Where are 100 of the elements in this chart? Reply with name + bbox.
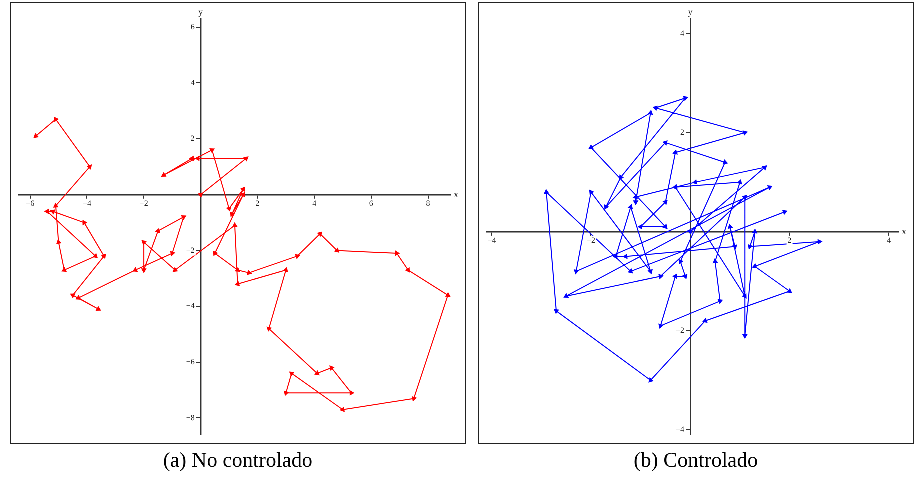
x-tick-label: −4: [488, 236, 496, 246]
point: [395, 250, 400, 256]
point: [198, 192, 204, 198]
point: [628, 204, 634, 210]
y-axis-title: y: [688, 6, 694, 17]
point: [181, 216, 187, 220]
point: [767, 185, 773, 191]
point: [588, 144, 594, 150]
point: [722, 159, 728, 165]
x-tick-label: 6: [369, 198, 374, 208]
point: [574, 269, 580, 275]
point: [330, 365, 335, 371]
y-tick-label: 6: [190, 22, 195, 32]
point: [662, 140, 668, 146]
y-tick-label: −4: [186, 302, 195, 311]
point: [648, 269, 653, 275]
point: [405, 267, 410, 273]
y-tick-label: −6: [186, 358, 195, 367]
point: [289, 372, 295, 377]
point: [70, 294, 76, 299]
point: [633, 200, 639, 206]
point: [76, 295, 82, 300]
point: [742, 293, 747, 300]
y-tick-label: −8: [186, 413, 195, 422]
point: [658, 324, 664, 330]
x-tick-label: 2: [788, 236, 792, 246]
x-tick-label: 2: [256, 198, 260, 208]
point: [266, 326, 272, 332]
point: [544, 189, 550, 194]
x-tick-label: −2: [140, 198, 148, 208]
point: [141, 268, 147, 274]
point: [62, 267, 68, 272]
point: [194, 156, 200, 162]
point: [317, 232, 323, 238]
point: [682, 274, 688, 280]
point: [246, 270, 252, 276]
point: [648, 377, 654, 383]
point: [718, 299, 724, 304]
x-tick-label: 4: [887, 236, 892, 246]
y-tick-label: 4: [190, 78, 195, 88]
point: [564, 293, 570, 298]
point: [612, 254, 618, 260]
point: [172, 267, 178, 272]
point: [92, 253, 98, 258]
point: [170, 251, 176, 257]
point: [412, 396, 418, 402]
point: [782, 210, 788, 216]
point: [702, 318, 708, 324]
point: [53, 202, 59, 208]
point: [662, 224, 668, 230]
point: [82, 220, 88, 226]
point: [350, 390, 355, 396]
text: (a) No controlado: [163, 448, 313, 473]
point: [230, 212, 236, 218]
y-tick-label: 2: [190, 134, 195, 144]
point: [648, 110, 654, 116]
point: [234, 267, 240, 272]
point: [752, 263, 758, 269]
y-tick-label: 2: [680, 128, 685, 137]
point: [234, 281, 240, 286]
point: [284, 390, 290, 396]
point: [619, 174, 624, 180]
point: [210, 148, 216, 154]
x-tick-label: 4: [312, 198, 317, 208]
point: [340, 406, 346, 412]
point: [240, 186, 246, 192]
x-axis-title: x: [454, 189, 459, 200]
point: [226, 206, 232, 212]
point: [604, 204, 610, 210]
point: [54, 116, 60, 122]
point: [622, 254, 628, 260]
y-tick-label: −4: [676, 425, 685, 434]
point: [554, 309, 560, 314]
point: [683, 96, 689, 102]
y-tick-label: −2: [186, 246, 195, 255]
point: [96, 306, 102, 311]
point: [818, 239, 823, 245]
x-tick-label: 8: [426, 198, 430, 208]
point: [155, 228, 160, 234]
point: [672, 150, 678, 155]
x-tick-label: −4: [82, 198, 92, 208]
point: [589, 190, 594, 196]
x-axis-title: x: [902, 226, 907, 236]
point: [295, 254, 301, 260]
point: [314, 370, 320, 376]
point: [632, 194, 638, 200]
y-tick-label: 4: [680, 28, 685, 38]
point: [50, 210, 56, 215]
point: [692, 179, 698, 185]
point: [334, 248, 340, 253]
point: [732, 244, 738, 250]
y-axis-title: y: [198, 6, 204, 17]
point: [44, 208, 50, 214]
point: [762, 165, 768, 171]
point: [742, 195, 748, 200]
point: [243, 156, 249, 162]
point: [638, 224, 642, 230]
x-tick-label: −6: [26, 198, 35, 208]
point: [737, 179, 742, 185]
point: [283, 267, 288, 273]
